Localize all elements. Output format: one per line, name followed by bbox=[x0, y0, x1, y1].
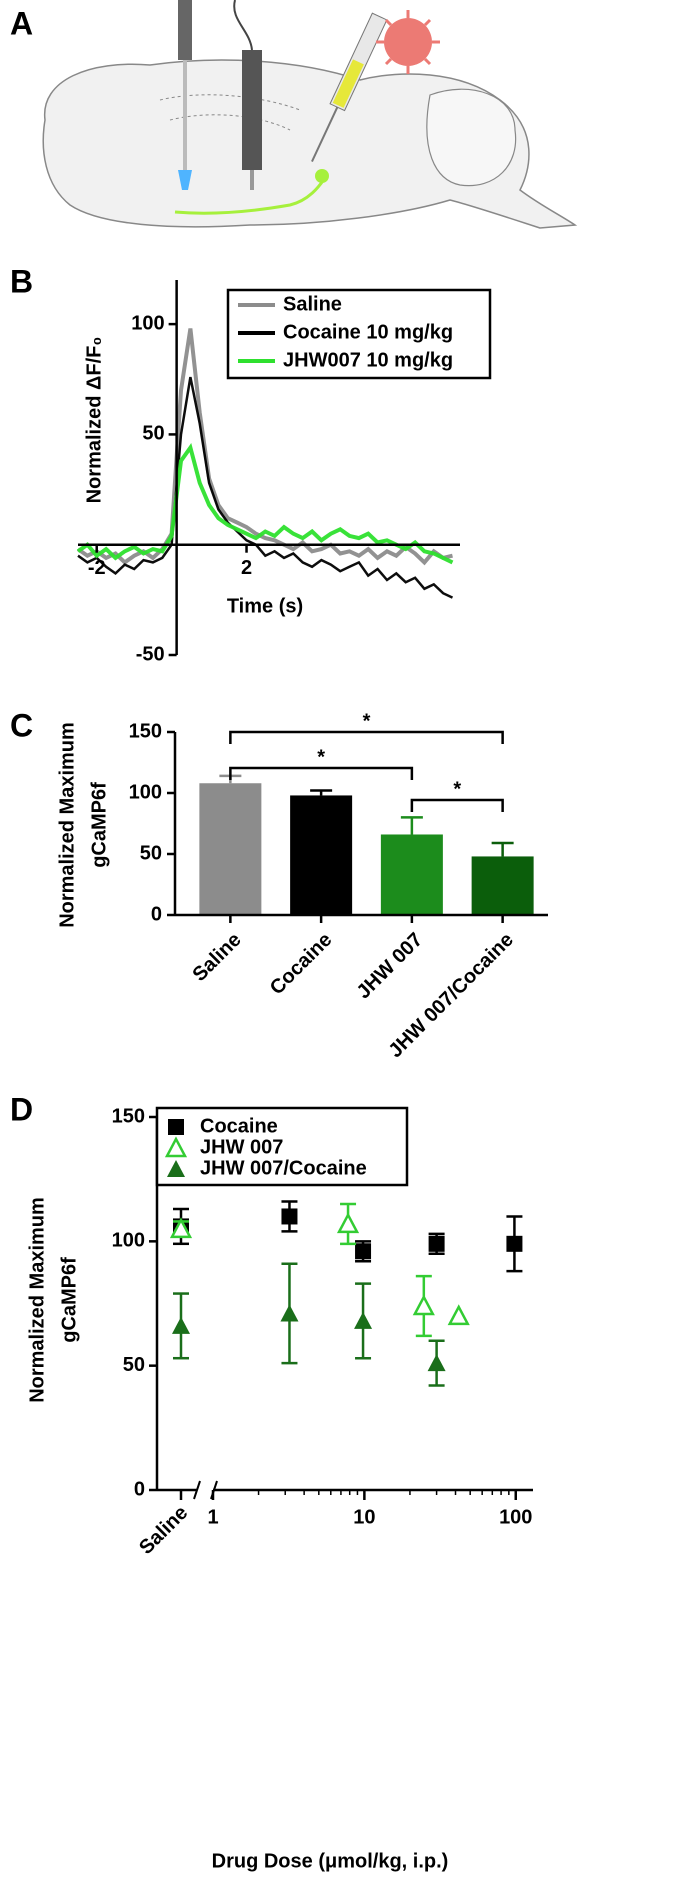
marker bbox=[354, 1311, 373, 1329]
legend-label: Cocaine bbox=[200, 1115, 278, 1137]
y-tick-label: 100 bbox=[131, 312, 164, 334]
y-tick-label: 50 bbox=[142, 423, 164, 445]
y-axis-label: gCaMP6f bbox=[58, 1257, 80, 1343]
y-tick-label: 0 bbox=[134, 1478, 145, 1500]
optic-fiber bbox=[178, 0, 192, 60]
x-tick-label: Cocaine bbox=[266, 929, 337, 1000]
marker bbox=[355, 1243, 372, 1260]
marker bbox=[447, 1304, 470, 1326]
virus bbox=[376, 10, 440, 74]
legend-label: JHW 007 bbox=[200, 1136, 283, 1158]
y-axis-label: gCaMP6f bbox=[88, 782, 110, 868]
significance-bracket bbox=[229, 730, 504, 744]
y-axis-label: Normalized Maximum bbox=[26, 1197, 48, 1403]
bar bbox=[380, 834, 443, 915]
x-tick-label: 10 bbox=[353, 1506, 375, 1528]
significance-label: * bbox=[453, 778, 461, 800]
legend-label: Saline bbox=[283, 293, 342, 315]
virus-body bbox=[384, 18, 432, 66]
axis-break bbox=[193, 1480, 201, 1500]
syringe bbox=[311, 12, 388, 162]
x-axis-label: Time (s) bbox=[227, 595, 303, 617]
x-axis-label: Drug Dose (μmol/kg, i.p.) bbox=[212, 1850, 449, 1872]
y-tick-label: 150 bbox=[112, 1105, 145, 1127]
y-tick-label: 0 bbox=[151, 903, 162, 925]
marker bbox=[168, 1119, 184, 1135]
cable bbox=[233, 0, 253, 51]
probe bbox=[250, 170, 254, 190]
optic-fiber bbox=[183, 60, 187, 170]
x-tick-label: Saline bbox=[188, 929, 245, 986]
y-axis-label: Normalized ΔF/F₀ bbox=[83, 337, 105, 504]
x-tick-label: 2 bbox=[241, 557, 252, 579]
y-tick-label: 100 bbox=[112, 1230, 145, 1252]
marker bbox=[164, 1136, 188, 1158]
y-axis-label: Normalized Maximum bbox=[56, 722, 78, 928]
x-category-label: Saline bbox=[135, 1502, 192, 1559]
legend-box bbox=[155, 1106, 409, 1187]
marker bbox=[281, 1208, 298, 1225]
marker bbox=[412, 1294, 435, 1316]
x-tick-label: 100 bbox=[499, 1506, 532, 1528]
significance-bracket bbox=[410, 798, 504, 812]
x-tick-label: 1 bbox=[207, 1506, 218, 1528]
virus-spikes bbox=[376, 10, 440, 74]
y-tick-label: -50 bbox=[136, 643, 165, 665]
marker bbox=[506, 1235, 523, 1252]
marker bbox=[427, 1354, 446, 1372]
y-tick-label: 100 bbox=[129, 781, 162, 803]
marker bbox=[428, 1235, 445, 1252]
y-tick-label: 150 bbox=[129, 720, 162, 742]
panel-label: C bbox=[10, 707, 33, 743]
legend-label: Cocaine 10 mg/kg bbox=[283, 321, 453, 343]
bar bbox=[471, 856, 534, 915]
y-tick-label: 50 bbox=[140, 842, 162, 864]
syringe-fluid bbox=[332, 59, 364, 108]
trace bbox=[76, 442, 454, 565]
marker bbox=[169, 1217, 193, 1239]
legend-label: JHW 007/Cocaine bbox=[200, 1157, 367, 1179]
significance-bracket bbox=[229, 766, 414, 780]
marker bbox=[280, 1304, 299, 1322]
panel-label: A bbox=[10, 5, 33, 41]
needle bbox=[311, 106, 339, 162]
marker bbox=[336, 1212, 360, 1234]
light bbox=[178, 170, 192, 190]
panel-label: B bbox=[10, 263, 33, 299]
cerebellum bbox=[426, 88, 517, 187]
y-tick-label: 50 bbox=[123, 1354, 145, 1376]
bar bbox=[290, 795, 353, 915]
panel-label: D bbox=[10, 1091, 33, 1127]
x-tick-label: JHW 007 bbox=[353, 929, 428, 1004]
x-tick-label: -2 bbox=[88, 557, 106, 579]
legend-label: JHW007 10 mg/kg bbox=[283, 349, 453, 371]
significance-label: * bbox=[363, 710, 371, 732]
axon bbox=[174, 177, 327, 215]
marker bbox=[172, 1316, 190, 1334]
trace bbox=[77, 376, 454, 599]
marker bbox=[167, 1160, 185, 1177]
illustration bbox=[42, 0, 578, 229]
significance-label: * bbox=[317, 746, 325, 768]
bar bbox=[199, 783, 262, 915]
neuron bbox=[315, 169, 329, 183]
probe bbox=[242, 50, 262, 170]
